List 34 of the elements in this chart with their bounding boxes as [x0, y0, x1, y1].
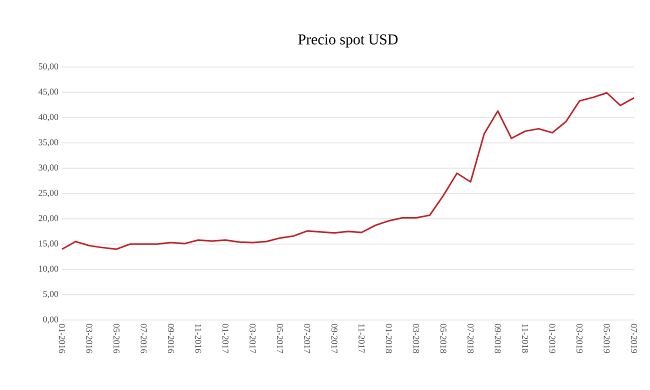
x-tick-label: 01-2016	[58, 324, 66, 354]
x-tick-label: 09-2018	[494, 324, 501, 354]
x-tick-label: 01-2017	[222, 324, 228, 354]
x-tick-label: 11-2017	[358, 324, 365, 353]
x-tick-label: 05-2017	[276, 324, 283, 354]
x-tick-label: 07-2016	[140, 324, 147, 354]
x-tick-label: 09-2016	[168, 324, 174, 354]
x-tick-label: 03-2017	[250, 324, 256, 354]
y-tick-label: 40,00	[38, 114, 58, 122]
y-tick-label: 50,00	[38, 63, 58, 71]
x-tick-label: 03-2016	[86, 324, 92, 354]
x-tick-label: 09-2017	[331, 324, 338, 354]
x-tick-label: 03-2018	[413, 324, 420, 354]
x-tick-label: 11-2016	[195, 324, 202, 353]
y-tick-label: 45,00	[38, 88, 58, 96]
x-tick-label: 05-2016	[113, 324, 120, 354]
y-tick-label: 25,00	[38, 190, 58, 198]
y-tick-label: 10,00	[39, 266, 58, 274]
x-tick-label: 07-2017	[304, 324, 310, 354]
y-tick-label: 15,00	[39, 240, 58, 248]
chart-title: Precio spot USD	[298, 34, 398, 48]
y-tick-label: 30,00	[38, 164, 58, 172]
x-tick-label: 03-2019	[576, 324, 583, 354]
x-tick-label: 07-2019	[630, 324, 638, 354]
x-tick-label: 05-2018	[440, 324, 446, 354]
x-tick-label: 01-2019	[549, 324, 556, 354]
x-tick-label: 07-2018	[468, 324, 474, 354]
x-tick-label: 05-2019	[604, 324, 610, 354]
x-tick-label: 11-2018	[522, 324, 528, 353]
y-tick-label: 0,00	[43, 316, 58, 324]
y-tick-label: 5,00	[43, 291, 58, 298]
x-tick-label: 01-2018	[386, 324, 392, 354]
y-tick-label: 35,00	[38, 139, 58, 147]
y-tick-label: 20,00	[38, 215, 58, 222]
